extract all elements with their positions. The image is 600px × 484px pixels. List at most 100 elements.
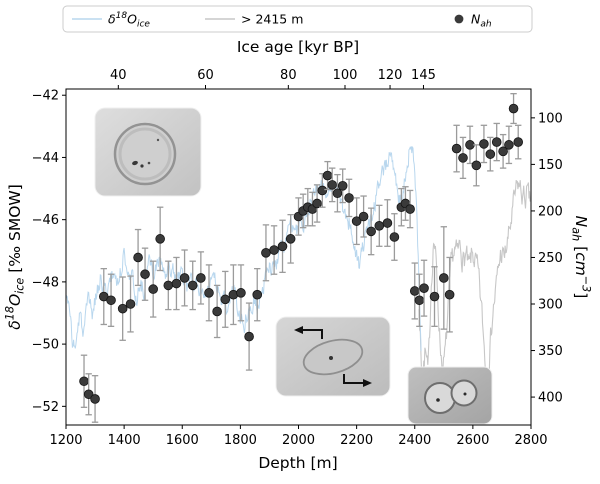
top-axis-title: Ice age [kyr BP] [237, 38, 359, 56]
nah-marker [261, 248, 271, 258]
x-tick-label: 2600 [456, 433, 489, 448]
line-series-layer [65, 146, 532, 383]
inset-micrographs-layer [94, 107, 493, 425]
y-left-tick-label: −46 [32, 213, 59, 228]
nah-marker [358, 211, 369, 222]
nah-marker [179, 273, 190, 283]
y-right-tick-label: 400 [538, 391, 563, 406]
x-tick-label: 2800 [514, 433, 547, 448]
x-tick-label: 1400 [108, 433, 141, 448]
x-tick-label: 1800 [224, 433, 257, 448]
nah-marker [414, 295, 425, 306]
nah-marker [322, 170, 333, 181]
nah-marker [465, 140, 475, 150]
nah-marker [244, 331, 254, 342]
nah-marker [140, 269, 150, 280]
y-left-tick-label: −42 [32, 89, 59, 104]
nah-marker [485, 149, 496, 159]
axes-layer: 1200 1400 1600 1800 2000 2200 2400 2600 2800 40 60… [32, 68, 563, 448]
x-axis-title: Depth [m] [258, 454, 337, 472]
nah-marker [277, 241, 288, 252]
legend: δ18Oice > 2415 m Nah [62, 5, 533, 33]
nah-marker [317, 185, 328, 196]
nah-marker [163, 280, 174, 291]
top-tick-label: 80 [280, 68, 297, 83]
nah-marker [491, 137, 502, 147]
top-tick-label: 60 [197, 68, 214, 83]
nah-marker [344, 193, 354, 203]
paired-bubbles-micrograph [407, 366, 493, 425]
nah-marker [498, 146, 508, 157]
deformed-grain [302, 338, 364, 376]
nah-marker [429, 291, 440, 302]
y-right-tick-label: 300 [538, 298, 563, 313]
nah-marker [204, 288, 214, 298]
y-right-tick-label: 200 [538, 204, 563, 219]
air-bubble-micrograph [94, 107, 202, 197]
legend-label-nah: Nah [471, 12, 492, 30]
nah-marker [133, 252, 143, 263]
nah-marker [269, 245, 279, 255]
left-axis-title: δ18Oice [‰ SMOW] [4, 184, 27, 330]
nah-marker [444, 289, 455, 300]
top-tick-label: 145 [411, 68, 436, 83]
y-left-tick-label: −50 [32, 338, 59, 353]
nah-marker [471, 160, 482, 171]
y-left-tick-label: −52 [32, 400, 59, 415]
y-left-tick-label: −48 [32, 275, 59, 290]
nah-marker [252, 289, 263, 300]
nah-marker [479, 139, 489, 149]
nah-marker [220, 294, 231, 305]
legend-label-gt2415: > 2415 m [241, 12, 303, 27]
x-tick-label: 2200 [340, 433, 373, 448]
deformed-grain-micrograph-with-shear-arrows [275, 316, 391, 397]
nah-marker [79, 376, 89, 387]
nah-marker [458, 153, 468, 163]
nah-marker [513, 137, 524, 147]
nah-marker [125, 299, 136, 309]
nah-marker [236, 288, 246, 298]
x-tick-label: 2400 [398, 433, 431, 448]
gray-line-gt2415m [418, 179, 532, 383]
y-right-tick-label: 100 [538, 111, 563, 126]
nah-marker [187, 280, 198, 291]
top-tick-label: 120 [378, 68, 403, 83]
nah-marker [419, 283, 429, 293]
nah-marker [312, 198, 322, 209]
legend-frame [62, 5, 533, 33]
right-axis-title: Nah [cm−3] [569, 216, 592, 299]
nah-scatter-layer [79, 93, 524, 423]
nah-marker [337, 180, 348, 191]
nah-marker [148, 284, 158, 294]
x-tick-label: 2000 [282, 433, 315, 448]
x-tick-label: 1200 [49, 433, 82, 448]
bubble-left [424, 382, 456, 414]
nah-marker [409, 286, 420, 296]
nah-marker [117, 303, 128, 314]
nah-marker [90, 394, 100, 404]
nah-marker [504, 140, 514, 150]
nah-marker [196, 273, 206, 283]
nah-marker [83, 389, 94, 400]
y-left-tick-label: −44 [32, 151, 59, 166]
shear-arrow-top [302, 329, 323, 339]
top-tick-label: 40 [110, 68, 127, 83]
air-bubble [113, 122, 177, 186]
nah-marker [389, 232, 400, 242]
nah-marker [508, 103, 519, 114]
nah-marker [366, 226, 376, 237]
shear-arrow-bottom [343, 374, 364, 384]
nah-marker [106, 295, 116, 306]
d18o-ice-line [65, 146, 422, 352]
nah-marker [374, 221, 385, 231]
y-right-tick-label: 350 [538, 344, 563, 359]
nah-marker [405, 204, 415, 214]
legend-swatch-nah-dot [454, 14, 464, 24]
nah-marker [351, 216, 362, 226]
nah-marker [327, 180, 338, 190]
nah-marker [451, 143, 462, 154]
nah-marker [439, 273, 449, 283]
y-right-tick-label: 250 [538, 251, 563, 266]
y-right-tick-label: 150 [538, 158, 563, 173]
